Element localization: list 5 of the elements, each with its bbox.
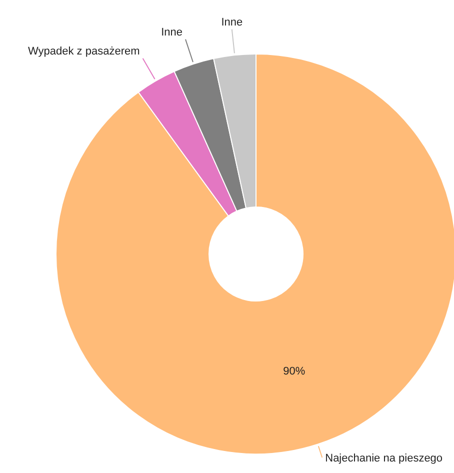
slice-label: Inne <box>221 16 243 28</box>
slice-label: Najechanie na pieszego <box>325 452 443 465</box>
data-label: 90% <box>283 365 306 378</box>
slice-label: Wypadek z pasażerem <box>28 45 140 58</box>
slice-label: Inne <box>161 26 182 38</box>
